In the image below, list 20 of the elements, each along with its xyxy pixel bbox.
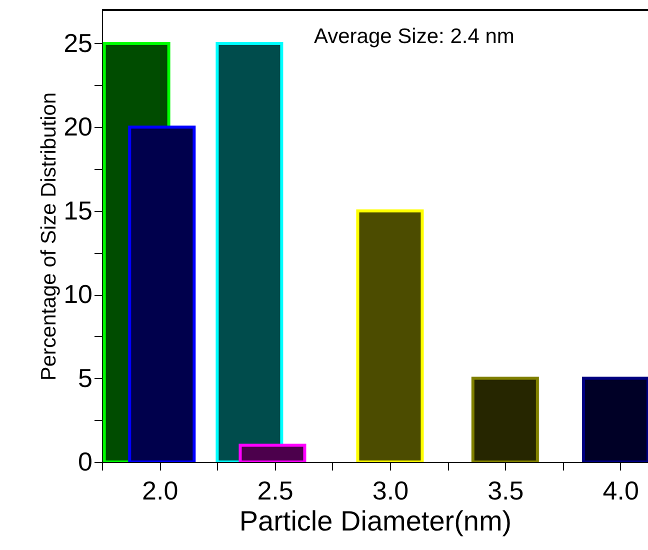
bar <box>471 376 539 462</box>
x-tick-label: 4.0 <box>602 476 639 506</box>
y-tick-label: 20 <box>64 112 92 142</box>
y-tick-label: 0 <box>78 446 92 476</box>
annotation: Average Size: 2.4 nm <box>314 25 514 48</box>
y-tick-label: 5 <box>78 362 92 393</box>
bar <box>582 376 648 462</box>
bar <box>356 209 424 462</box>
x-tick-label: 3.5 <box>488 476 524 506</box>
bar <box>216 42 284 462</box>
x-axis-title: Particle Diameter(nm) <box>239 506 512 536</box>
bar <box>238 444 306 462</box>
y-tick-label: 25 <box>64 28 92 58</box>
x-tick-label: 2.0 <box>142 476 178 506</box>
y-tick-label: 10 <box>64 279 92 310</box>
y-axis-title: Percentage of Size Distribution <box>38 92 61 381</box>
x-tick-label: 2.5 <box>257 476 294 506</box>
x-tick-label: 3.0 <box>372 476 409 506</box>
bar <box>128 126 196 462</box>
y-tick-label: 15 <box>64 195 92 226</box>
